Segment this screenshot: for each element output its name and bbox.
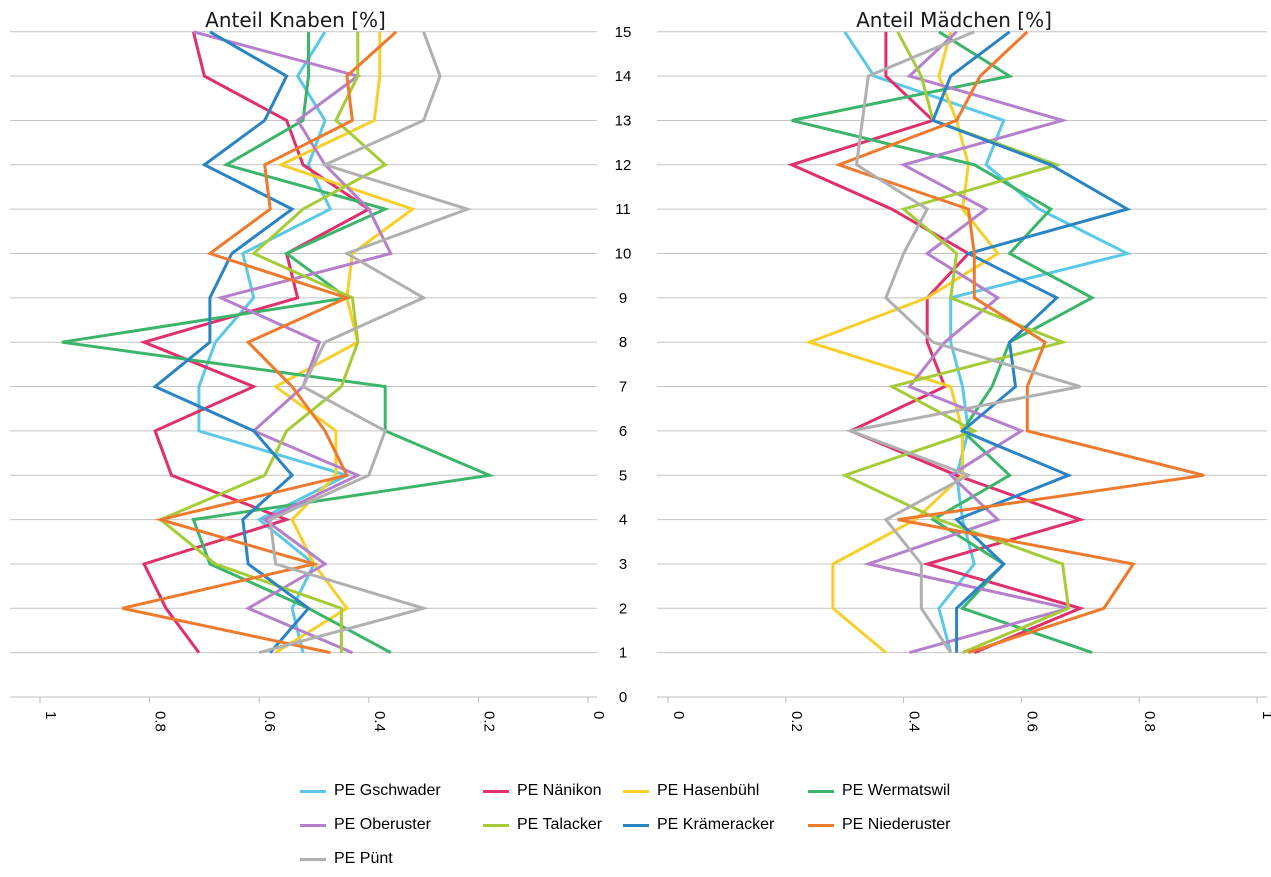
y-tick-label: 14 [615, 68, 632, 85]
x-tick-label: 0.6 [261, 711, 278, 732]
series-line [843, 30, 1132, 653]
series-line [152, 30, 311, 654]
panel-title: Anteil Mädchen [%] [856, 8, 1052, 32]
series-line [845, 30, 1081, 654]
x-tick-label: 0 [590, 711, 607, 719]
label-layer: 1 0.8 0.6 0.4 0.2 0 Anteil Knaben [%] 0 0.2 0.4 0.… [42, 8, 1271, 732]
legend-item: PE Hasenbühl [623, 782, 759, 800]
legend-swatch [623, 823, 649, 827]
series-line [157, 31, 388, 653]
legend-item: PE Niederuster [808, 816, 951, 834]
legend-label: PE Pünt [334, 850, 393, 867]
legend-item: PE Krämeracker [623, 816, 774, 834]
y-tick-label: 13 [615, 112, 632, 129]
x-tick-label: 0.8 [1141, 711, 1158, 732]
x-tick-label: 0.8 [152, 711, 169, 732]
grid-layer [10, 31, 1267, 703]
x-tick-label: 0.4 [371, 711, 388, 732]
legend-item: PE Nänikon [483, 782, 602, 800]
y-tick-label: 0 [619, 689, 627, 706]
series-line [258, 31, 473, 655]
y-tick-label: 12 [615, 157, 632, 174]
x-tick-label: 0 [670, 711, 687, 719]
series-line [61, 31, 495, 654]
x-tick-label: 0.2 [480, 711, 497, 732]
legend-swatch [300, 789, 326, 793]
y-tick-label: 2 [619, 600, 627, 617]
legend-swatch [808, 823, 834, 827]
series-line [193, 30, 393, 654]
legend-swatch [483, 789, 509, 793]
legend-item: PE Wermatswil [808, 782, 950, 800]
legend-swatch [808, 789, 834, 793]
legend-swatch [300, 857, 326, 861]
legend-swatch [300, 823, 326, 827]
series-line [197, 31, 351, 653]
series-layer [61, 30, 1205, 655]
legend-item: PE Pünt [300, 850, 393, 868]
legend-label: PE Oberuster [334, 816, 431, 833]
y-tick-label: 3 [619, 556, 627, 573]
legend-label: PE Talacker [517, 816, 603, 833]
y-tick-label: 1 [619, 645, 627, 662]
legend-label: PE Niederuster [842, 816, 951, 833]
panel-title: Anteil Knaben [%] [205, 8, 386, 32]
series-line [834, 30, 1205, 655]
y-tick-label: 8 [619, 334, 627, 351]
y-tick-label: 10 [615, 246, 632, 263]
y-tick-label: 4 [619, 512, 627, 529]
legend-item: PE Gschwader [300, 782, 441, 800]
x-tick-label: 0.2 [788, 711, 805, 732]
y-tick-label: 9 [619, 290, 627, 307]
legend-label: PE Wermatswil [842, 782, 951, 799]
legend-label: PE Hasenbühl [657, 782, 760, 799]
y-tick-label: 5 [619, 467, 627, 484]
legend-swatch [483, 823, 509, 827]
series-line [804, 31, 1001, 654]
x-tick-label: 0.6 [1023, 711, 1040, 732]
series-line [931, 30, 1132, 653]
legend-label: PE Krämeracker [657, 816, 775, 833]
legend-label: PE Gschwader [334, 782, 441, 799]
x-tick-label: 1 [1259, 711, 1271, 719]
y-tick-label: 6 [619, 423, 627, 440]
y-tick-label: 15 [615, 24, 632, 41]
legend-item: PE Oberuster [300, 816, 431, 834]
y-tick-label: 11 [615, 201, 631, 218]
series-line [139, 31, 372, 654]
series-line [862, 30, 1069, 655]
legend-swatch [623, 789, 649, 793]
y-tick-label: 7 [619, 379, 627, 396]
legend-label: PE Nänikon [517, 782, 602, 799]
x-tick-label: 1 [42, 711, 59, 719]
legend-item: PE Talacker [483, 816, 602, 834]
series-line [121, 30, 398, 655]
x-tick-label: 0.4 [906, 711, 923, 732]
